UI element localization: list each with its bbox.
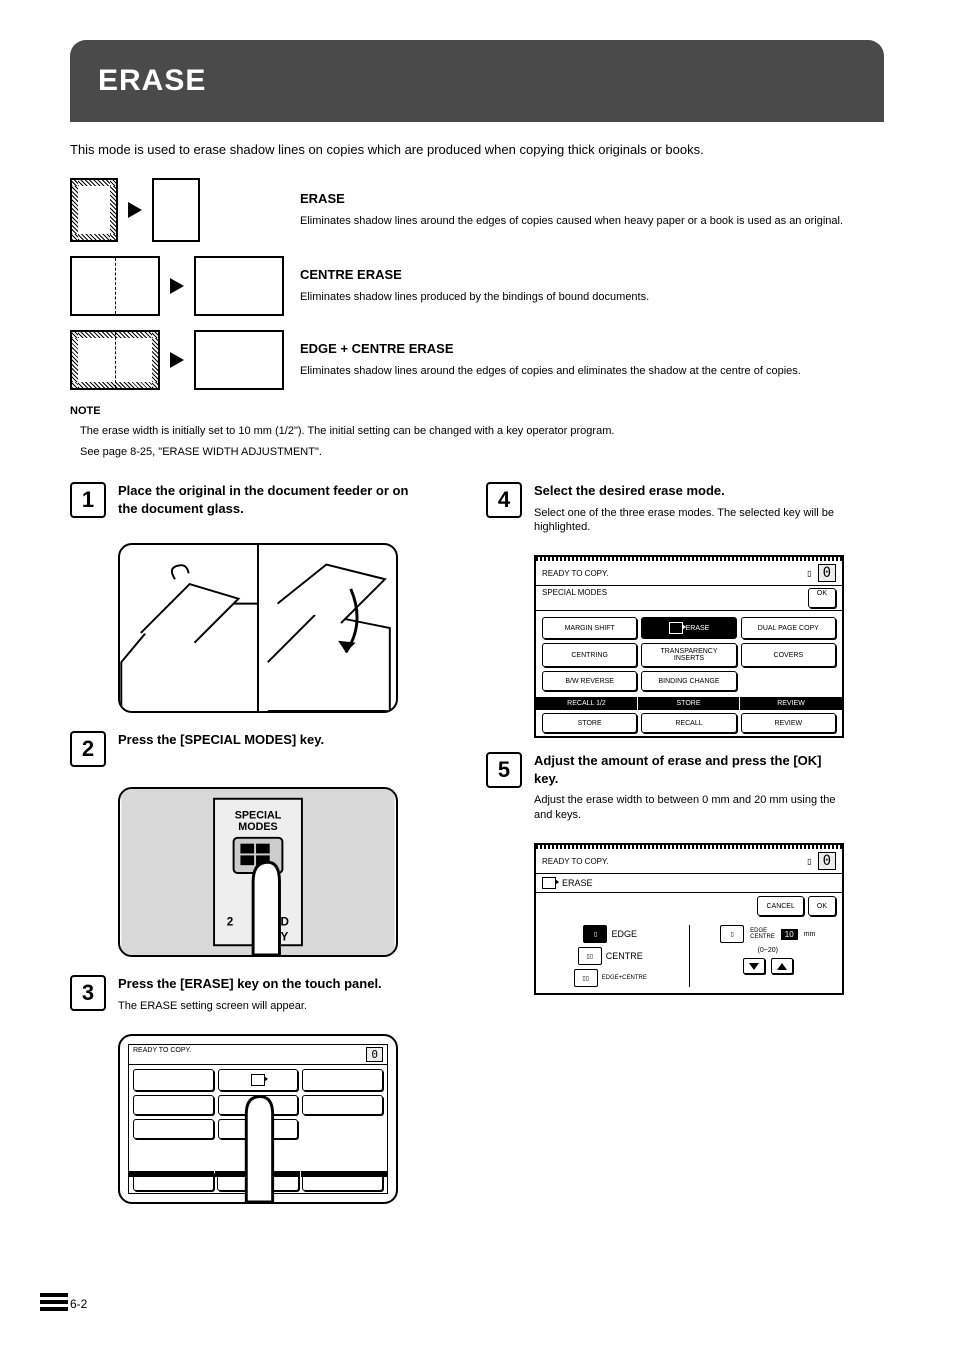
mode-button-transparency-inserts[interactable]: TRANSPARENCY INSERTS [641,643,736,667]
store-button[interactable]: STORE [542,713,637,733]
copy-count: 0 [818,564,836,582]
screen-status: READY TO COPY. [542,857,609,866]
step-subtext: Select one of the three erase modes. The… [534,506,846,536]
mode-button-margin-shift[interactable]: MARGIN SHIFT [542,617,637,639]
step-5: 5 Adjust the amount of erase and press t… [486,752,846,823]
step-text: Press the [SPECIAL MODES] key. [118,731,430,749]
illustration-touch-erase: READY TO COPY. 0 [118,1034,398,1204]
diagram-result-edge [152,178,200,242]
step-2: 2 Press the [SPECIAL MODES] key. [70,731,430,767]
intro-text: This mode is used to erase shadow lines … [70,140,884,160]
steps-left-column: 1 Place the original in the document fee… [70,482,430,1221]
diagram-original-edge [70,178,118,242]
erase-icon [542,877,556,889]
note-body: The erase width is initially set to 10 m… [70,424,884,439]
both-label: EDGE+CENTRE [602,975,647,981]
screen-status: READY TO COPY. [542,569,609,578]
note-block: NOTE The erase width is initially set to… [70,404,884,461]
cancel-button[interactable]: CANCEL [757,896,803,916]
centre-mode-button[interactable]: ▯▯ [578,947,602,965]
mode-button-binding-change[interactable]: BINDING CHANGE [641,671,736,691]
page-edge-marks [40,1290,68,1311]
edge-label: EDGE [611,929,637,939]
step-number: 1 [70,482,106,518]
diagram-result-centre [194,256,284,316]
decrease-button[interactable] [743,958,765,974]
mode-label: ERASE [300,191,843,208]
arrow-icon [170,278,184,294]
copy-count: 0 [818,852,836,870]
mode-button-dual-page-copy[interactable]: DUAL PAGE COPY [741,617,836,639]
ok-button[interactable]: OK [808,588,836,608]
mode-button-erase[interactable]: ERASE [641,617,736,639]
note-link: See page 8-25, "ERASE WIDTH ADJUSTMENT". [70,445,884,460]
screen-title: ERASE [562,878,836,888]
mode-row-centre: CENTRE ERASE Eliminates shadow lines pro… [70,256,884,316]
note-heading: NOTE [70,405,101,417]
screen-subtitle: SPECIAL MODES [542,588,607,597]
step-number: 4 [486,482,522,518]
step-number: 3 [70,975,106,1011]
erase-modes: ERASE Eliminates shadow lines around the… [70,178,884,390]
footer-tab: STORE [638,697,740,710]
step-text: Place the original in the document feede… [118,482,430,517]
diagram-original-both [70,330,160,390]
arrow-icon [170,352,184,368]
diagram-result-both [194,330,284,390]
illustration-special-modes-key: SPECIAL MODES 2 ED Y [118,787,398,957]
mode-label: EDGE + CENTRE ERASE [300,341,801,358]
recall-button[interactable]: RECALL [641,713,736,733]
centre-label: CENTRE [606,951,643,961]
step-1: 1 Place the original in the document fee… [70,482,430,523]
illustration-place-original [118,543,398,713]
both-mode-button[interactable]: ▯▯ [574,969,598,987]
mode-row-both: EDGE + CENTRE ERASE Eliminates shadow li… [70,330,884,390]
step-subtext: Adjust the erase width to between 0 mm a… [534,793,846,823]
step-text: Adjust the amount of erase and press the… [534,752,846,787]
mode-row-edge: ERASE Eliminates shadow lines around the… [70,178,884,242]
step-text: Press the [ERASE] key on the touch panel… [118,975,430,993]
range-label: (0~20) [758,947,778,954]
mode-button-covers[interactable]: COVERS [741,643,836,667]
footer-tab: RECALL 1/2 [536,697,638,710]
steps-right-column: 4 Select the desired erase mode. Select … [486,482,846,1221]
mode-label: CENTRE ERASE [300,267,649,284]
mode-desc: Eliminates shadow lines around the edges… [300,214,843,229]
arrow-icon [128,202,142,218]
svg-text:SPECIAL: SPECIAL [235,809,282,821]
edge-mode-button[interactable]: ▯ [583,925,607,943]
section-title: ERASE [98,64,856,98]
page-number: 6-2 [70,1297,87,1311]
mode-button-b-w-reverse[interactable]: B/W REVERSE [542,671,637,691]
step-number: 2 [70,731,106,767]
copies-icon: ▯ [807,569,811,578]
section-title-bar: ERASE [70,40,884,122]
review-button[interactable]: REVIEW [741,713,836,733]
erase-icon [669,622,683,634]
svg-text:Y: Y [280,930,288,943]
step-subtext: The ERASE setting screen will appear. [118,999,430,1014]
edge-preview-icon: ▯ [720,925,744,943]
mode-button-centring[interactable]: CENTRING [542,643,637,667]
step-text: Select the desired erase mode. [534,482,846,500]
step-number: 5 [486,752,522,788]
svg-text:MODES: MODES [238,821,277,833]
increase-button[interactable] [771,958,793,974]
ok-button[interactable]: OK [808,896,836,916]
step-4: 4 Select the desired erase mode. Select … [486,482,846,535]
screen-erase-settings: READY TO COPY. ▯ 0 ERASE CANCEL OK ▯ EDG… [534,843,844,995]
mode-desc: Eliminates shadow lines around the edges… [300,364,801,379]
screen-special-modes: READY TO COPY. ▯ 0 SPECIAL MODES OK MARG… [534,555,844,738]
erase-value: 10 [785,930,794,939]
footer-tab: REVIEW [740,697,842,710]
svg-text:2: 2 [227,916,234,929]
step-3: 3 Press the [ERASE] key on the touch pan… [70,975,430,1013]
mode-desc: Eliminates shadow lines produced by the … [300,290,649,305]
diagram-original-centre [70,256,160,316]
copies-icon: ▯ [807,857,811,866]
